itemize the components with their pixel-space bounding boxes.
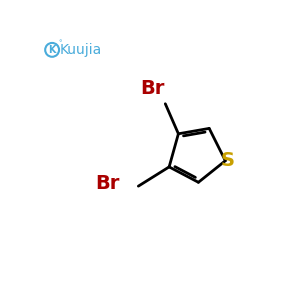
Text: °: ° <box>58 40 62 46</box>
Text: S: S <box>221 151 235 170</box>
Text: Kuujia: Kuujia <box>59 43 102 57</box>
Text: Br: Br <box>140 79 164 98</box>
Text: K: K <box>48 45 56 55</box>
Text: Br: Br <box>95 174 120 193</box>
